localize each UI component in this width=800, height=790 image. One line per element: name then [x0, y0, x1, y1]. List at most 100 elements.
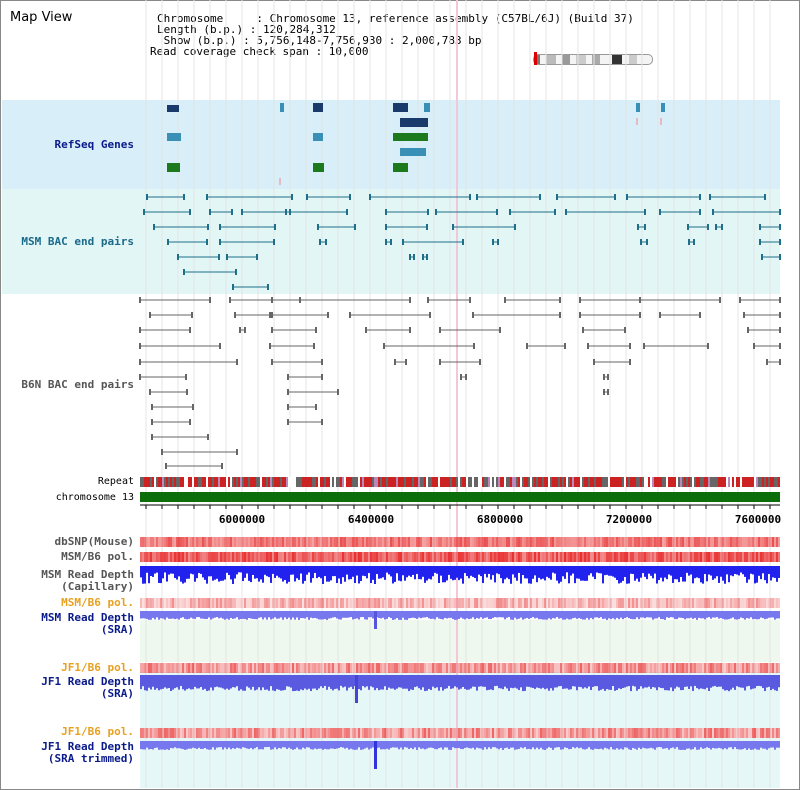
read-depth-bar [372, 675, 374, 688]
polymorphism-cell [602, 552, 604, 562]
read-depth-bar [254, 611, 256, 620]
read-depth-bar [502, 741, 504, 750]
polymorphism-cell [298, 663, 300, 673]
polymorphism-cell [370, 552, 372, 562]
read-depth-bar [668, 741, 670, 750]
read-depth-bar [288, 566, 290, 582]
polymorphism-cell [560, 537, 562, 547]
polymorphism-cell [756, 537, 758, 547]
read-depth-bar [182, 675, 184, 690]
msm-read-depth-sra-label[interactable]: MSM Read Depth (SRA) [41, 611, 134, 636]
polymorphism-cell [652, 537, 654, 547]
repeat-segment [412, 477, 414, 487]
polymorphism-cell [562, 728, 564, 738]
polymorphism-cell [600, 728, 602, 738]
repeat-segment [176, 477, 178, 487]
msm-bac-end [422, 254, 424, 260]
polymorphism-cell [330, 537, 332, 547]
read-depth-bar [604, 611, 606, 619]
jf1-read-depth-trimmed-label[interactable]: JF1 Read Depth (SRA trimmed) [41, 740, 134, 765]
read-depth-bar [230, 675, 232, 689]
polymorphism-cell [402, 552, 404, 562]
read-depth-bar [716, 611, 718, 618]
jf1-b6-pol-label[interactable]: JF1/B6 pol. [61, 661, 134, 674]
msm-bac-label[interactable]: MSM BAC end pairs [21, 235, 134, 248]
jf1-b6-pol-trim-label[interactable]: JF1/B6 pol. [61, 725, 134, 738]
polymorphism-cell [242, 663, 244, 673]
polymorphism-cell [466, 728, 468, 738]
polymorphism-cell [456, 728, 458, 738]
polymorphism-cell [520, 663, 522, 673]
read-depth-bar [288, 675, 290, 687]
read-depth-bar [514, 611, 516, 618]
read-depth-bar [248, 611, 250, 619]
polymorphism-cell [418, 537, 420, 547]
polymorphism-cell [404, 663, 406, 673]
polymorphism-cell [636, 537, 638, 547]
b6n-bac-label[interactable]: B6N BAC end pairs [21, 378, 134, 391]
repeat-segment [556, 477, 558, 487]
polymorphism-cell [678, 663, 680, 673]
b6n-bac-end [499, 327, 501, 333]
polymorphism-cell [264, 728, 266, 738]
polymorphism-cell [764, 552, 766, 562]
polymorphism-cell [448, 663, 450, 673]
read-depth-bar [150, 741, 152, 750]
polymorphism-cell [698, 663, 700, 673]
b6n-bac-end [186, 389, 188, 395]
msm-read-depth-capillary-label[interactable]: MSM Read Depth (Capillary) [41, 568, 134, 593]
refseq-genes-label[interactable]: RefSeq Genes [54, 138, 134, 151]
polymorphism-cell [440, 537, 442, 547]
repeat-segment [262, 477, 264, 487]
chromosome-ideogram[interactable] [533, 54, 653, 65]
b6n-bac-end [365, 327, 367, 333]
repeat-segment [422, 477, 424, 487]
read-depth-bar [574, 675, 576, 687]
polymorphism-cell [198, 598, 200, 608]
polymorphism-cell [316, 598, 318, 608]
read-depth-bar [150, 611, 152, 620]
polymorphism-cell [472, 728, 474, 738]
repeat-segment [490, 477, 492, 487]
polymorphism-cell [380, 537, 382, 547]
polymorphism-cell [678, 728, 680, 738]
read-depth-bar [774, 675, 776, 691]
polymorphism-cell [146, 663, 148, 673]
jf1-read-depth-sra-label[interactable]: JF1 Read Depth (SRA) [41, 675, 134, 700]
polymorphism-cell [342, 663, 344, 673]
polymorphism-cell [618, 537, 620, 547]
read-depth-bar [332, 611, 334, 618]
read-depth-bar [454, 566, 456, 580]
msm-b6-pol-sra-label[interactable]: MSM/B6 pol. [61, 596, 134, 609]
read-depth-bar [362, 741, 364, 750]
read-depth-bar [724, 611, 726, 620]
msm-bac-end [349, 194, 351, 200]
read-depth-bar [360, 741, 362, 750]
read-depth-bar [454, 675, 456, 687]
read-depth-bar [232, 611, 234, 619]
polymorphism-cell [702, 537, 704, 547]
polymorphism-cell [674, 598, 676, 608]
read-depth-bar [534, 611, 536, 619]
polymorphism-cell [426, 552, 428, 562]
polymorphism-cell [760, 663, 762, 673]
msm-b6-pol-label[interactable]: MSM/B6 pol. [61, 550, 134, 563]
polymorphism-cell [526, 537, 528, 547]
polymorphism-cell [438, 663, 440, 673]
polymorphism-cell [264, 552, 266, 562]
polymorphism-cell [728, 663, 730, 673]
polymorphism-cell [602, 663, 604, 673]
polymorphism-cell [706, 663, 708, 673]
polymorphism-cell [196, 537, 198, 547]
read-depth-bar [186, 566, 188, 579]
polymorphism-cell [754, 728, 756, 738]
read-depth-bar [656, 741, 658, 748]
polymorphism-cell [336, 552, 338, 562]
polymorphism-cell [694, 552, 696, 562]
read-depth-bar [204, 611, 206, 620]
read-depth-bar [344, 611, 346, 618]
read-depth-bar [322, 566, 324, 584]
dbsnp-label[interactable]: dbSNP(Mouse) [54, 535, 134, 548]
polymorphism-cell [332, 598, 334, 608]
